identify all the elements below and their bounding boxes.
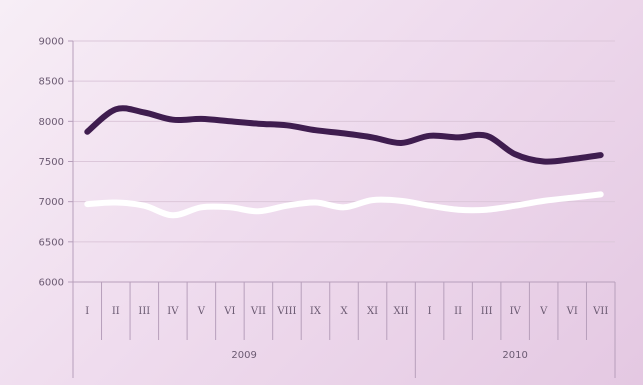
y-tick-label: 7000 [39,197,64,208]
x-tick-label: IV [167,306,179,317]
y-tick-label: 8500 [39,77,64,88]
x-tick-label: XII [394,306,409,317]
x-tick-label: II [454,306,462,317]
x-tick-label: VIII [276,306,296,317]
x-tick-label: X [340,306,348,317]
grid-lines [73,40,615,283]
x-tick-label: V [539,306,548,317]
x-tick-label: VII [250,306,266,317]
y-tick-label: 6500 [39,237,64,248]
x-tick-label: VII [592,306,608,317]
x-tick-label: VI [566,306,578,317]
x-tick-label: II [112,306,120,317]
y-tick-label: 6000 [39,278,64,289]
series-line-1 [84,105,604,165]
x-tick-label: IV [510,306,522,317]
x-axis: I II III IV V VI VII VIII IX X XI XII I II III IV V VI VII… [72,282,616,378]
x-tick-label: III [138,306,150,317]
series-line-2 [84,191,604,219]
y-tick-label: 9000 [39,37,64,48]
x-tick-label: IX [310,306,322,317]
x-tick-label: XI [367,306,378,317]
x-tick-label: I [428,306,432,317]
x-tick-label: III [481,306,493,317]
y-tick-label: 8000 [39,117,64,128]
x-tick-label: I [85,306,89,317]
year-label: 2010 [502,350,527,361]
x-tick-label: V [197,306,206,317]
series-lines [84,105,604,219]
x-tick-label: VI [223,306,235,317]
y-axis: 9000 8500 8000 7500 7000 6500 6000 [39,37,74,289]
year-label: 2009 [231,350,256,361]
y-tick-label: 7500 [39,157,64,168]
